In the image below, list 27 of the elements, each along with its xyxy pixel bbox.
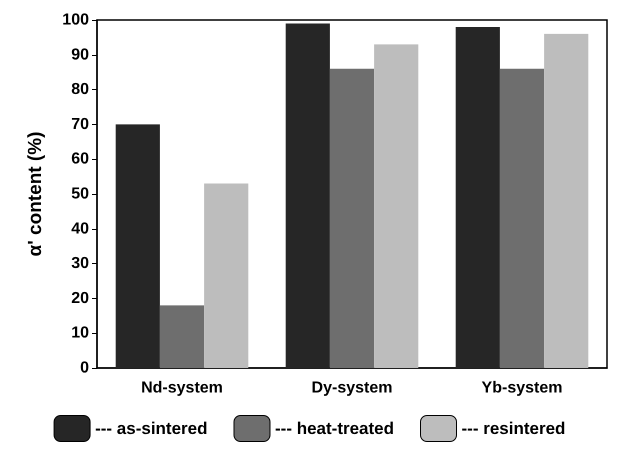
y-tick-label: 90 bbox=[71, 46, 90, 64]
x-tick-label: Nd-system bbox=[141, 380, 223, 396]
bar bbox=[286, 23, 330, 368]
legend-label: --- as-sintered bbox=[95, 419, 208, 438]
y-tick-label: 10 bbox=[71, 324, 90, 342]
y-tick-label: 100 bbox=[62, 12, 90, 28]
y-tick-label: 20 bbox=[71, 290, 90, 307]
x-tick-label: Dy-system bbox=[312, 380, 392, 396]
y-tick-label: 0 bbox=[80, 360, 90, 376]
bar bbox=[160, 305, 204, 368]
bar bbox=[330, 68, 374, 368]
bar bbox=[500, 68, 544, 368]
y-tick-label: 50 bbox=[71, 186, 90, 202]
legend-label: --- heat-treated bbox=[274, 419, 394, 438]
bar bbox=[544, 34, 588, 368]
bar bbox=[374, 44, 418, 368]
y-tick-label: 30 bbox=[71, 255, 90, 272]
legend-label: --- resintered bbox=[462, 419, 566, 438]
bar bbox=[456, 26, 500, 368]
bar bbox=[116, 124, 160, 368]
bar bbox=[204, 184, 248, 368]
x-tick-label: Yb-system bbox=[482, 380, 562, 396]
y-tick-label: 60 bbox=[71, 150, 90, 168]
y-axis-title: α' content (%) bbox=[25, 132, 46, 256]
y-tick-label: 80 bbox=[71, 81, 90, 98]
y-tick-label: 40 bbox=[71, 220, 90, 238]
y-tick-label: 70 bbox=[71, 116, 90, 133]
